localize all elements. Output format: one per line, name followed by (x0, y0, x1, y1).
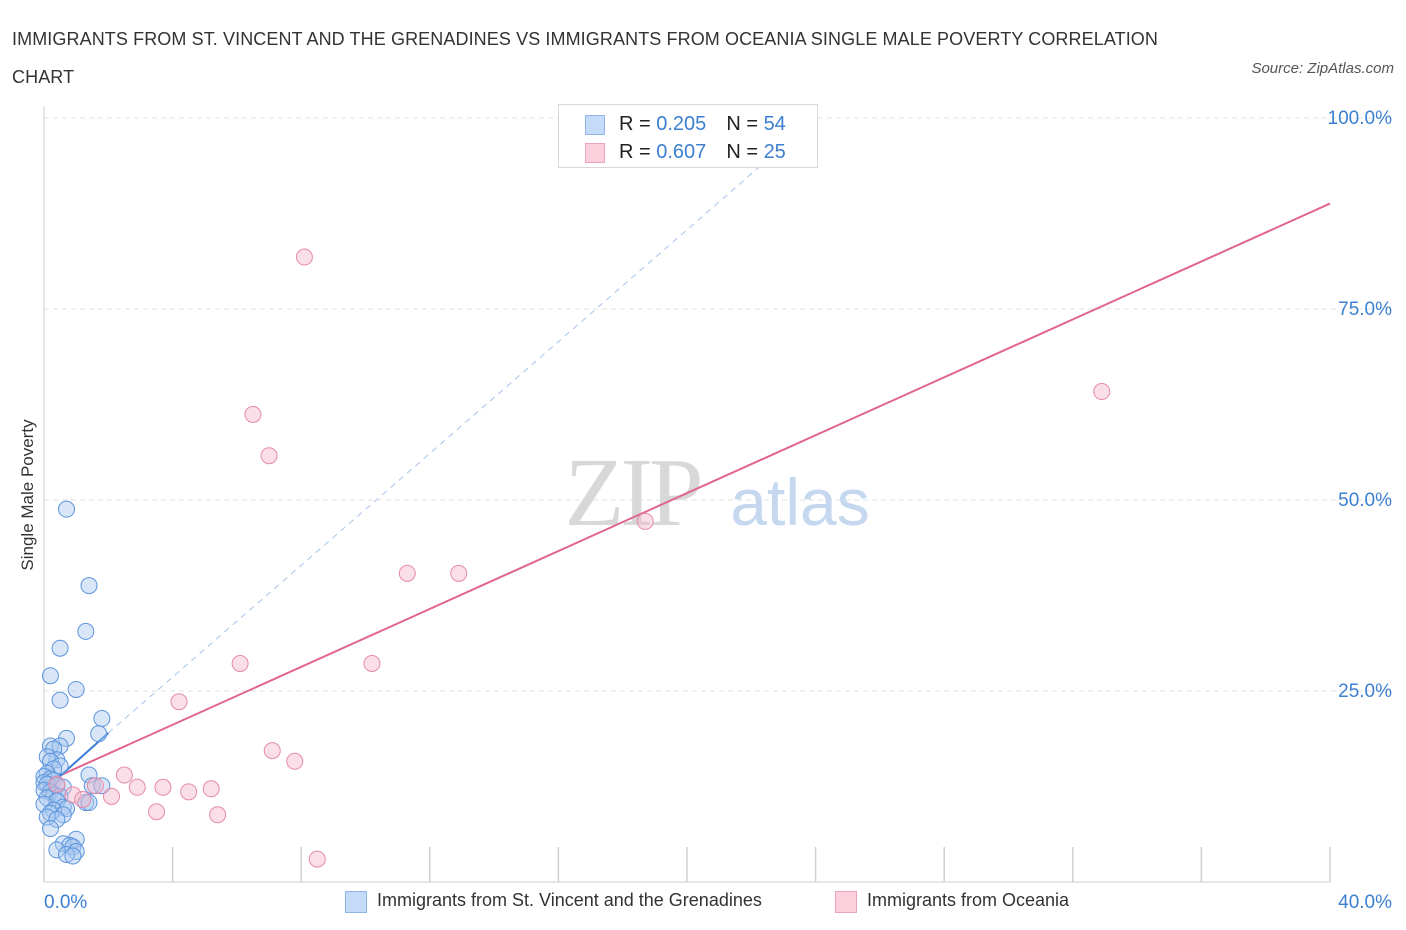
data-point-st-vincent (35, 795, 53, 813)
data-point-oceania (103, 787, 121, 805)
data-point-st-vincent (48, 810, 66, 828)
y-tick-label: 100.0% (1328, 108, 1393, 129)
data-point-oceania (636, 512, 654, 530)
data-point-oceania (148, 803, 166, 821)
data-point-st-vincent (45, 801, 63, 819)
legend-r-value: 0.607 (656, 141, 707, 163)
data-point-st-vincent (41, 667, 59, 685)
legend-r-label: R = (619, 141, 657, 163)
data-point-st-vincent (48, 841, 66, 859)
y-tick-label: 25.0% (1338, 681, 1392, 702)
data-point-oceania (170, 693, 188, 711)
trend-line (43, 202, 1331, 784)
data-point-oceania (64, 786, 82, 804)
data-point-oceania (74, 790, 92, 808)
y-axis-label: Single Male Poverty (18, 419, 37, 571)
data-point-oceania (154, 778, 172, 796)
legend-r-value: 0.205 (656, 113, 707, 135)
data-point-oceania (398, 564, 416, 582)
data-point-oceania (180, 783, 198, 801)
data-point-st-vincent (77, 622, 95, 640)
legend-n-value: 25 (763, 141, 786, 163)
y-tick-label: 50.0% (1338, 490, 1392, 511)
data-point-st-vincent (54, 835, 72, 853)
data-point-oceania (209, 806, 227, 824)
data-point-st-vincent (67, 680, 85, 698)
legend-n-label: N = (726, 113, 764, 135)
data-point-st-vincent (58, 845, 76, 863)
data-point-oceania (115, 766, 133, 784)
data-point-st-vincent (41, 737, 59, 755)
legend-swatch-blue (585, 115, 605, 135)
x-tick-label: 0.0% (44, 892, 87, 913)
legend-swatch-pink (585, 143, 605, 163)
legend-n-value: 54 (763, 113, 786, 135)
legend-label: Immigrants from St. Vincent and the Gren… (377, 890, 762, 910)
data-point-oceania (128, 778, 146, 796)
data-point-st-vincent (51, 691, 69, 709)
tick-labels: 25.0% 50.0% 75.0% 100.0% 0.0% 40.0% (44, 108, 1392, 913)
legend-r-label: R = (619, 113, 657, 135)
data-point-oceania (295, 248, 313, 266)
source-label: Source: ZipAtlas.com (1251, 60, 1394, 77)
watermark-atlas: atlas (730, 465, 869, 539)
legend-swatch-blue (345, 891, 367, 913)
data-point-oceania (86, 777, 104, 795)
data-point-st-vincent (41, 820, 59, 838)
data-point-st-vincent (93, 777, 111, 795)
data-point-oceania (1093, 383, 1111, 401)
axes (43, 106, 1331, 883)
y-tick-label: 75.0% (1338, 299, 1392, 320)
data-point-oceania (263, 742, 281, 760)
data-point-oceania (363, 654, 381, 672)
data-point-st-vincent (90, 725, 108, 743)
data-point-oceania (450, 564, 468, 582)
data-point-oceania (244, 405, 262, 423)
grid-lines (44, 117, 1392, 692)
data-point-oceania (48, 775, 66, 793)
legend-swatch-pink (835, 891, 857, 913)
data-points (35, 248, 1111, 868)
trend-line (107, 117, 816, 734)
data-point-st-vincent (80, 577, 98, 595)
data-point-oceania (286, 752, 304, 770)
data-point-st-vincent (80, 766, 98, 784)
data-point-st-vincent (64, 847, 82, 865)
data-point-oceania (202, 780, 220, 798)
legend-n-label: N = (726, 141, 764, 163)
data-point-st-vincent (67, 842, 85, 860)
data-point-st-vincent (51, 639, 69, 657)
watermark-zip: ZIP (565, 439, 700, 547)
data-point-st-vincent (93, 710, 111, 728)
correlation-legend: R = 0.205 N = 54 R = 0.607 N = 25 (558, 104, 818, 168)
chart-title: IMMIGRANTS FROM ST. VINCENT AND THE GREN… (12, 29, 1159, 87)
data-point-oceania (231, 654, 249, 672)
data-point-oceania (308, 850, 326, 868)
data-point-oceania (260, 447, 278, 465)
legend-label: Immigrants from Oceania (867, 890, 1070, 910)
x-tick-label: 40.0% (1338, 892, 1392, 913)
data-point-st-vincent (58, 500, 76, 518)
